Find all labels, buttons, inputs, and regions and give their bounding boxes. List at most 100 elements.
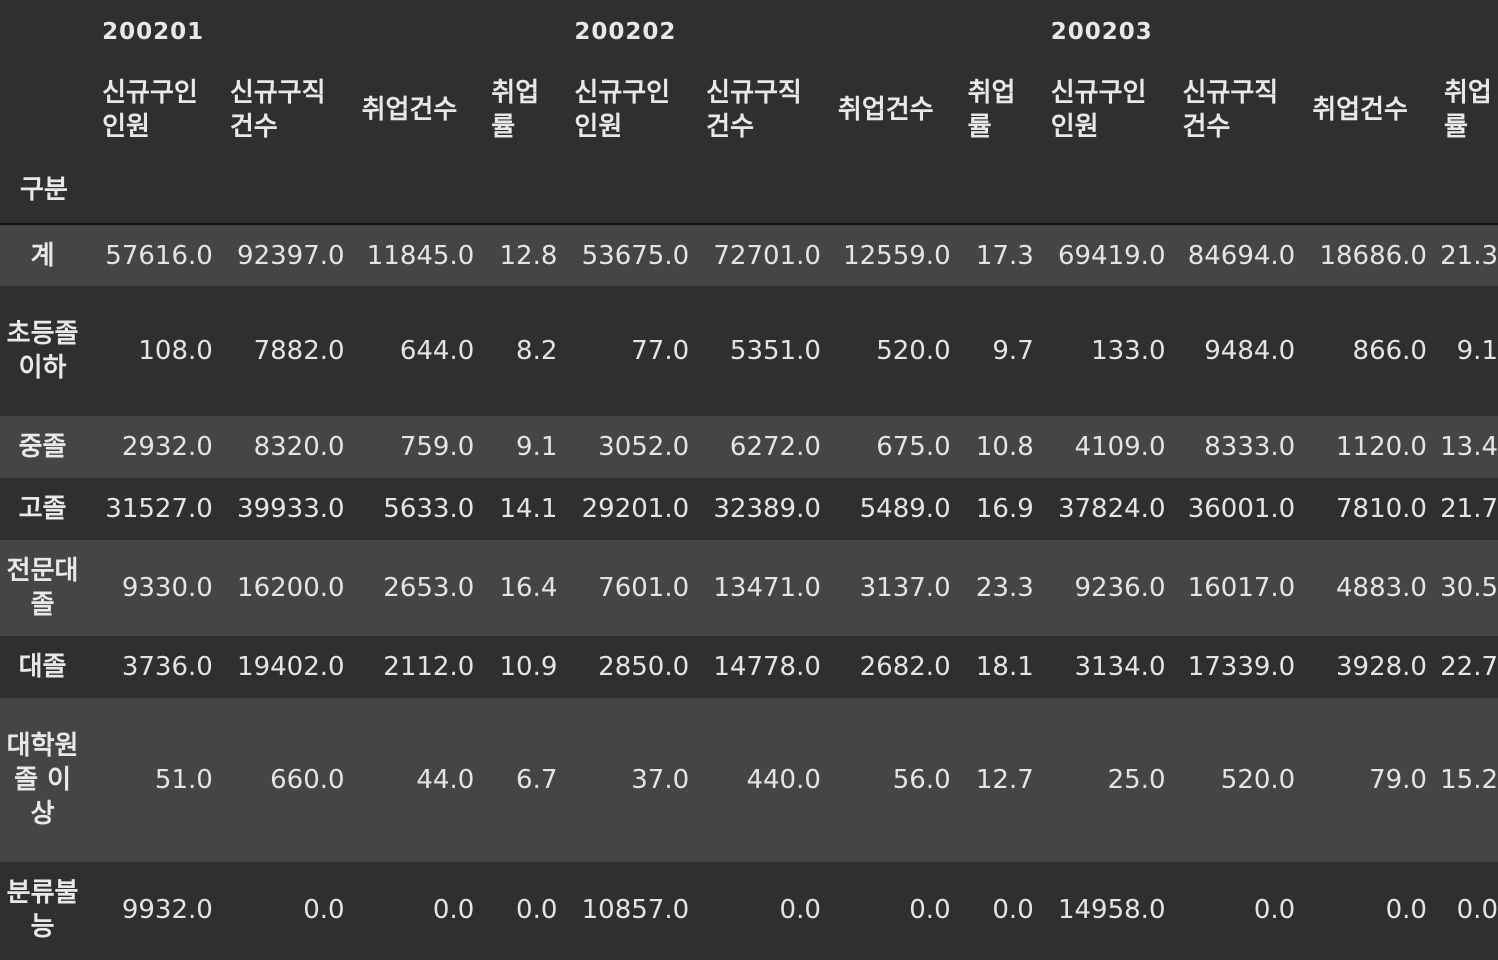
column-header: 신규구직건수 <box>229 78 326 142</box>
column-header: 취업률 <box>967 78 1016 142</box>
row-label: 분류불능 <box>6 878 79 942</box>
table-cell: 8.2 <box>516 336 558 366</box>
table-cell: 4109.0 <box>1074 432 1166 462</box>
row-label: 초등졸이하 <box>6 319 79 383</box>
corner-cell <box>0 64 85 156</box>
table-cell: 9330.0 <box>121 573 213 603</box>
table-cell: 14958.0 <box>1057 895 1166 925</box>
table-cell: 2932.0 <box>121 432 213 462</box>
row-label: 대졸 <box>18 652 67 682</box>
table-cell: 44.0 <box>416 765 475 795</box>
table-cell: 22.7 <box>1440 652 1498 682</box>
table-cell: 9.1 <box>516 432 558 462</box>
table-cell: 16.9 <box>975 494 1034 524</box>
table-cell: 3134.0 <box>1074 652 1166 682</box>
table-cell: 32389.0 <box>713 494 821 524</box>
table-cell: 84694.0 <box>1187 240 1296 271</box>
table-cell: 9484.0 <box>1204 336 1296 366</box>
table-cell: 7810.0 <box>1335 494 1427 524</box>
table-cell: 0.0 <box>1456 895 1498 925</box>
table-cell: 12.7 <box>975 765 1034 795</box>
column-header: 신규구인인원 <box>102 78 198 142</box>
table-cell: 0.0 <box>992 895 1034 925</box>
table-cell: 8320.0 <box>253 432 345 462</box>
corner-cell <box>0 0 85 64</box>
table-cell: 0.0 <box>1253 895 1296 925</box>
table-cell: 11845.0 <box>366 240 475 271</box>
table-cell: 520.0 <box>876 336 951 366</box>
table-cell: 7601.0 <box>598 573 690 603</box>
table-cell: 16.4 <box>499 573 558 603</box>
table-cell: 17.3 <box>975 240 1034 271</box>
table-cell: 18686.0 <box>1319 240 1427 271</box>
table-cell: 15.2 <box>1440 765 1498 795</box>
table-cell: 16017.0 <box>1187 573 1296 603</box>
table-cell: 108.0 <box>138 336 213 366</box>
table-cell: 12559.0 <box>843 240 951 271</box>
table-cell: 57616.0 <box>105 240 213 271</box>
table-body: 계 57616.0 92397.0 11845.0 12.8 53675.0 72701.0… <box>0 224 1498 958</box>
table-cell: 19402.0 <box>237 652 345 682</box>
table-cell: 5633.0 <box>383 494 475 524</box>
table-cell: 14.1 <box>499 494 558 524</box>
table-cell: 4883.0 <box>1335 573 1427 603</box>
table-cell: 53675.0 <box>581 240 690 271</box>
table-cell: 2112.0 <box>383 652 475 682</box>
table-cell: 675.0 <box>876 432 951 462</box>
table-cell: 10857.0 <box>581 895 690 925</box>
table-cell: 9.1 <box>1456 336 1498 366</box>
column-header: 취업건수 <box>1312 95 1408 125</box>
table-cell: 8333.0 <box>1204 432 1296 462</box>
table-cell: 3928.0 <box>1335 652 1427 682</box>
month-header: 200201 <box>102 19 205 45</box>
month-header: 200202 <box>574 19 677 45</box>
column-header: 신규구직건수 <box>1182 78 1279 142</box>
table-cell: 51.0 <box>154 765 213 795</box>
row-label: 고졸 <box>18 494 67 524</box>
table-cell: 23.3 <box>975 573 1034 603</box>
table-cell: 2653.0 <box>383 573 475 603</box>
table-cell: 72701.0 <box>713 240 821 271</box>
column-header: 취업건수 <box>361 95 458 125</box>
header-month-row: 200201 200202 200203 <box>0 0 1498 64</box>
table-cell: 5489.0 <box>859 494 951 524</box>
table-cell: 133.0 <box>1091 336 1166 366</box>
table-cell: 14778.0 <box>713 652 821 682</box>
table-row: 대학원졸 이상 51.0 660.0 44.0 6.7 37.0 440.0 56.0 12.7… <box>0 698 1498 862</box>
table-cell: 3736.0 <box>121 652 213 682</box>
table-cell: 13471.0 <box>713 573 821 603</box>
table-cell: 3052.0 <box>598 432 690 462</box>
table-cell: 0.0 <box>909 895 951 925</box>
table-cell: 2850.0 <box>598 652 690 682</box>
index-row-filler <box>85 156 1498 225</box>
table-row: 고졸 31527.0 39933.0 5633.0 14.1 29201.0 32389.0… <box>0 478 1498 540</box>
month-header: 200203 <box>1050 19 1153 45</box>
table-cell: 6272.0 <box>729 432 821 462</box>
row-label: 전문대졸 <box>6 556 79 620</box>
table-cell: 5351.0 <box>729 336 821 366</box>
table-cell: 10.8 <box>975 432 1034 462</box>
table-row: 분류불능 9932.0 0.0 0.0 0.0 10857.0 0.0 0.0 0.0 14958… <box>0 862 1498 958</box>
column-header: 신규구직건수 <box>706 78 802 142</box>
table-cell: 759.0 <box>399 432 475 462</box>
table-cell: 7882.0 <box>253 336 345 366</box>
header-column-row: 신규구인인원 신규구직건수 취업건수 취업률 신규구인인원 신규구직건수 취업건… <box>0 64 1498 156</box>
table-cell: 0.0 <box>432 895 475 925</box>
table-cell: 10.9 <box>499 652 558 682</box>
table-cell: 92397.0 <box>237 240 345 271</box>
table-row: 중졸 2932.0 8320.0 759.0 9.1 3052.0 6272.0 675.0 1… <box>0 416 1498 478</box>
table-row: 계 57616.0 92397.0 11845.0 12.8 53675.0 72701.0… <box>0 224 1498 286</box>
index-name: 구분 <box>0 156 86 225</box>
row-label: 대학원졸 이상 <box>6 731 79 829</box>
table-cell: 3137.0 <box>859 573 951 603</box>
table-cell: 644.0 <box>399 336 475 366</box>
table-cell: 9236.0 <box>1074 573 1166 603</box>
column-header: 신규구인인원 <box>1050 78 1147 142</box>
table-cell: 0.0 <box>779 895 821 925</box>
table-cell: 37.0 <box>631 765 690 795</box>
table-cell: 79.0 <box>1369 765 1427 795</box>
table-cell: 30.5 <box>1440 573 1498 603</box>
table-row: 전문대졸 9330.0 16200.0 2653.0 16.4 7601.0 13471.0… <box>0 540 1498 636</box>
table-cell: 0.0 <box>1385 895 1427 925</box>
